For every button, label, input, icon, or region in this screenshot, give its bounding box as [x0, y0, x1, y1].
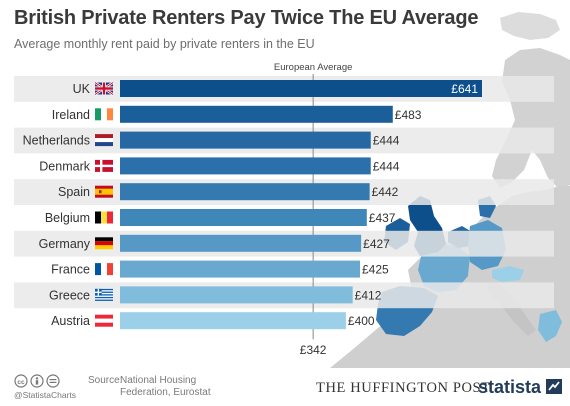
france-flag-icon: [95, 263, 113, 276]
spain-flag-icon: [95, 185, 113, 198]
bar-austria: [120, 312, 346, 330]
bar-france: [120, 260, 361, 278]
bar-belgium: [120, 209, 367, 226]
uk-flag-icon: [94, 81, 114, 96]
bar-netherlands: [120, 131, 371, 149]
category-labels: UK Ireland Netherlands Denmark Spain Belgium G…: [23, 82, 91, 328]
source-text: National Housing Federation, Eurostat: [120, 375, 211, 398]
huffington-post-logo: THE HUFFINGTON POST: [316, 380, 491, 396]
category-label: Netherlands: [23, 134, 90, 148]
ireland-flag-icon: [95, 108, 113, 121]
statista-wordmark: statista: [478, 377, 542, 397]
germany-flag-icon: [95, 237, 113, 250]
bar-series: [120, 80, 482, 330]
netherlands-flag-icon: [95, 134, 113, 147]
category-label: UK: [73, 82, 91, 96]
bar-ireland: [120, 105, 393, 123]
category-label: Denmark: [39, 159, 90, 173]
value-label: £442: [372, 185, 399, 199]
footer: [0, 368, 570, 406]
austria-highlight-shape: [492, 266, 524, 282]
iceland-shape: [500, 12, 560, 40]
scandinavia-shape: [492, 48, 570, 190]
bar-denmark: [120, 157, 371, 175]
reference-line-label: European Average: [274, 62, 353, 73]
category-label: Belgium: [45, 211, 90, 225]
bar-spain: [120, 183, 370, 201]
category-label: Spain: [58, 185, 90, 199]
value-label: £425: [362, 263, 389, 277]
belgium-flag-icon: [95, 211, 113, 224]
value-label: £444: [373, 134, 400, 148]
creative-commons-icon: cc: [14, 374, 60, 388]
value-label: £400: [348, 314, 375, 328]
chart-subtitle: Average monthly rent paid by private ren…: [14, 37, 315, 51]
statista-credit: @StatistaCharts: [14, 390, 77, 400]
chart-title: British Private Renters Pay Twice The EU…: [14, 7, 479, 29]
svg-text:cc: cc: [17, 379, 25, 386]
category-label: France: [51, 263, 90, 277]
bar-uk: [120, 80, 482, 97]
value-label: £444: [373, 159, 400, 173]
greece-highlight-shape: [538, 310, 562, 342]
reference-line-value: £342: [300, 343, 327, 357]
category-label: Germany: [39, 237, 91, 251]
category-label: Greece: [49, 288, 90, 302]
value-label: £641: [451, 82, 478, 96]
value-label: £427: [363, 237, 390, 251]
value-label: £483: [395, 108, 422, 122]
statista-logo-icon: [546, 379, 563, 394]
value-label: £437: [369, 211, 396, 225]
greece-flag-icon: [95, 288, 113, 301]
austria-flag-icon: [95, 314, 113, 327]
flag-column: [94, 81, 114, 327]
value-label: £412: [355, 288, 382, 302]
source-label: Source:: [88, 375, 123, 386]
bar-greece: [120, 286, 353, 304]
category-label: Austria: [51, 314, 90, 328]
bar-germany: [120, 234, 362, 252]
statista-logo[interactable]: statista: [478, 377, 563, 398]
category-label: Ireland: [52, 108, 90, 122]
value-labels: £641 £483 £444 £444 £442 £437 £427 £425 £412 £400: [348, 82, 478, 328]
denmark-flag-icon: [95, 159, 113, 172]
